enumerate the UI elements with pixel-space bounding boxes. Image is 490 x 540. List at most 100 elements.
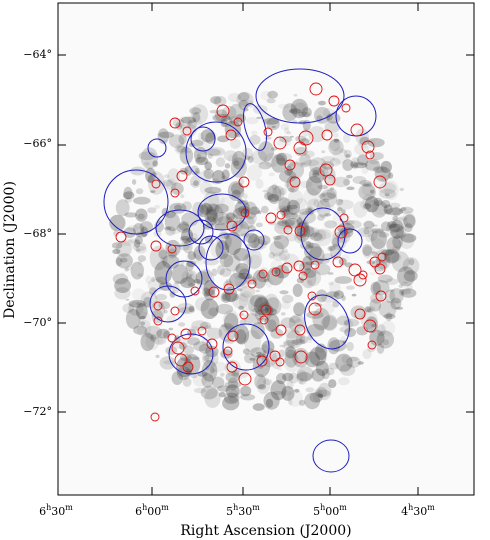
emission-patch [352,176,367,184]
emission-patch [340,336,347,344]
emission-patch [309,346,327,367]
emission-patch [225,384,240,398]
emission-patch [138,260,143,266]
emission-patch [284,181,290,188]
emission-patch [122,303,134,314]
emission-patch [289,316,301,323]
emission-patch [258,384,267,390]
emission-patch [327,272,334,275]
emission-patch [232,293,249,309]
small-shell-marker [259,315,269,325]
emission-patch [270,328,284,339]
emission-patch [181,270,195,285]
emission-patch [237,92,250,102]
emission-patch [281,219,288,225]
y-tick-labels: −64° −66° −68° −70° −72° [23,48,52,418]
emission-patch [367,342,376,353]
emission-patch [233,248,250,261]
large-shell-marker [198,235,224,261]
emission-patch [310,232,323,241]
emission-patch [317,214,325,221]
emission-patch [137,319,152,338]
emission-patch [392,215,399,221]
emission-patch [341,295,346,301]
emission-patch [367,227,378,241]
emission-patch [369,329,385,346]
emission-patch [344,327,356,338]
emission-patch [280,317,296,329]
emission-patch [332,176,350,188]
emission-patch [149,245,168,271]
small-shell-marker [354,308,366,320]
small-shell-marker [358,270,368,280]
emission-patch [112,248,121,255]
emission-patch [158,249,168,259]
small-shell-marker [176,170,188,182]
emission-patch [390,219,405,239]
small-shell-marker [367,340,377,350]
emission-patch [328,379,337,389]
emission-patch [279,170,297,183]
emission-patch [362,246,374,257]
emission-patch [365,196,379,213]
emission-patch [147,175,154,184]
emission-patch [387,221,397,229]
emission-patch [293,302,305,316]
small-shell-marker [171,341,185,355]
emission-patch [365,235,375,243]
emission-patch [312,307,331,331]
emission-patch [157,219,163,224]
emission-patch [177,307,195,315]
emission-patch [182,377,192,387]
emission-patch [364,159,381,171]
emission-patch [288,372,299,384]
emission-patch [147,278,165,292]
emission-patch [145,167,156,183]
emission-patch [377,274,393,283]
emission-patch [380,160,392,174]
small-shell-marker [275,324,287,336]
emission-patch [206,203,220,216]
emission-patch [249,153,255,161]
small-shell-marker [289,176,301,188]
emission-patch [163,174,170,179]
small-shell-marker [319,163,333,177]
emission-patch [337,314,350,327]
small-shell-marker [182,126,192,136]
emission-patch [298,262,304,267]
emission-patch [370,238,386,254]
emission-patch [162,179,174,187]
emission-patch [215,240,230,260]
emission-patch [389,229,405,239]
emission-patch [149,287,157,296]
emission-patch [227,92,241,103]
emission-patch [383,204,393,215]
emission-patch [256,376,271,394]
emission-patch [312,172,320,177]
emission-patch [267,319,277,332]
small-shell-marker [227,330,239,342]
large-shell-marker [165,260,203,298]
emission-patch [336,199,354,210]
emission-patch [257,141,274,162]
emission-patch [333,138,340,143]
emission-patch [123,186,133,200]
large-shell-marker [222,323,270,371]
emission-patch [115,257,123,267]
emission-patch [183,240,193,254]
emission-patch [304,242,322,261]
emission-patch [212,113,231,122]
emission-patch [109,214,126,232]
emission-patch [188,273,193,277]
emission-patch [302,256,313,271]
emission-patch [234,324,250,345]
emission-patch [230,157,247,178]
emission-patch [306,269,322,287]
emission-patch [181,228,194,244]
emission-patch [286,380,294,390]
emission-patch [201,373,214,388]
emission-patch [203,354,210,362]
emission-patch [236,91,254,108]
emission-patch [178,134,187,145]
emission-patch [245,117,259,125]
